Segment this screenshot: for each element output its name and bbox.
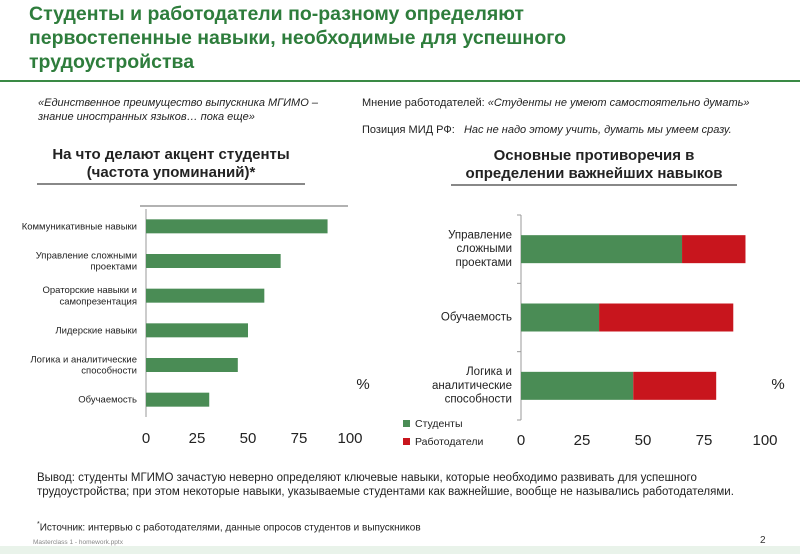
category-label-2: Ораторские навыки и самопрезентация	[42, 284, 137, 306]
source-text: Источник: интервью с работодателями, дан…	[39, 522, 421, 534]
category-label-2: Логика и аналитические способности	[432, 366, 512, 406]
category-label-0: Управление сложными проектами	[448, 229, 512, 269]
legend-swatch-1	[403, 438, 410, 445]
category-label-1: Обучаемость	[441, 312, 512, 324]
bar-0-2	[521, 371, 634, 400]
category-label-0: Коммуникативные навыки	[22, 221, 137, 232]
employer-opinion: Мнение работодателей: «Студенты не умеют…	[362, 97, 750, 109]
mfa-position: Позиция МИД РФ: Нас не надо этому учить,…	[362, 124, 732, 136]
student-focus-chart: Коммуникативные навыки Управление сложным…	[22, 205, 370, 447]
contradictions-chart: Управление сложными проектами Обучаемость Ло…	[403, 214, 785, 449]
bar-2	[146, 288, 265, 303]
contradictions-chart-title: Основные противоречия в определении важн…	[465, 147, 723, 182]
bar-1-0	[682, 235, 746, 264]
title-divider	[0, 80, 800, 82]
employer-opinion-label: Мнение работодателей:	[362, 97, 485, 109]
left-title-underline	[37, 183, 305, 185]
x-tick-label-3: 75	[291, 430, 308, 447]
bar-1	[146, 254, 281, 268]
employer-opinion-text: «Студенты не умеют самостоятельно думать…	[487, 97, 750, 109]
right-title-underline	[451, 184, 737, 186]
legend-label-0: Студенты	[415, 418, 463, 430]
bar-0	[146, 219, 328, 234]
bar-3	[146, 323, 248, 338]
x-tick-label-4: 100	[337, 430, 362, 447]
unit-label: %	[356, 376, 369, 393]
x-tick-label-1: 25	[189, 430, 206, 447]
x-tick-label-4: 100	[752, 432, 777, 449]
x-tick-label-2: 50	[240, 430, 257, 447]
category-label-3: Лидерские навыки	[55, 325, 137, 336]
mfa-position-text: Нас не надо этому учить, думать мы умеем…	[463, 124, 732, 136]
legend-swatch-0	[403, 420, 410, 427]
page-number: 2	[760, 535, 766, 546]
category-label-5: Обучаемость	[78, 394, 137, 405]
source-note: *Источник: интервью с работодателями, да…	[37, 521, 421, 533]
unit-label: %	[771, 376, 784, 393]
bar-1-1	[599, 303, 734, 332]
bar-5	[146, 392, 210, 407]
mfa-position-label: Позиция МИД РФ:	[362, 124, 455, 136]
conclusion-text: Вывод: студенты МГИМО зачастую неверно о…	[37, 472, 734, 498]
footer-filename: Masterclass 1 - homework.pptx	[33, 539, 123, 546]
footer-band	[0, 546, 800, 554]
student-focus-chart-title: На что делают акцент студенты (частота у…	[52, 146, 290, 181]
source-mark: *	[37, 521, 40, 528]
graduate-quote: «Единственное преимущество выпускника МГ…	[38, 97, 318, 123]
x-tick-label-3: 75	[696, 432, 713, 449]
bar-4	[146, 358, 238, 372]
slide-title: Студенты и работодатели по-разному опред…	[29, 3, 567, 73]
bar-0-1	[521, 303, 600, 332]
x-tick-label-1: 25	[574, 432, 591, 449]
legend-label-1: Работодатели	[415, 436, 483, 448]
x-tick-label-0: 0	[517, 432, 525, 449]
bar-0-0	[521, 235, 683, 264]
x-tick-label-2: 50	[635, 432, 652, 449]
category-label-1: Управление сложными проектами	[36, 250, 137, 272]
category-label-4: Логика и аналитические способности	[30, 354, 137, 376]
x-tick-label-0: 0	[142, 430, 150, 447]
bar-1-2	[633, 371, 717, 400]
